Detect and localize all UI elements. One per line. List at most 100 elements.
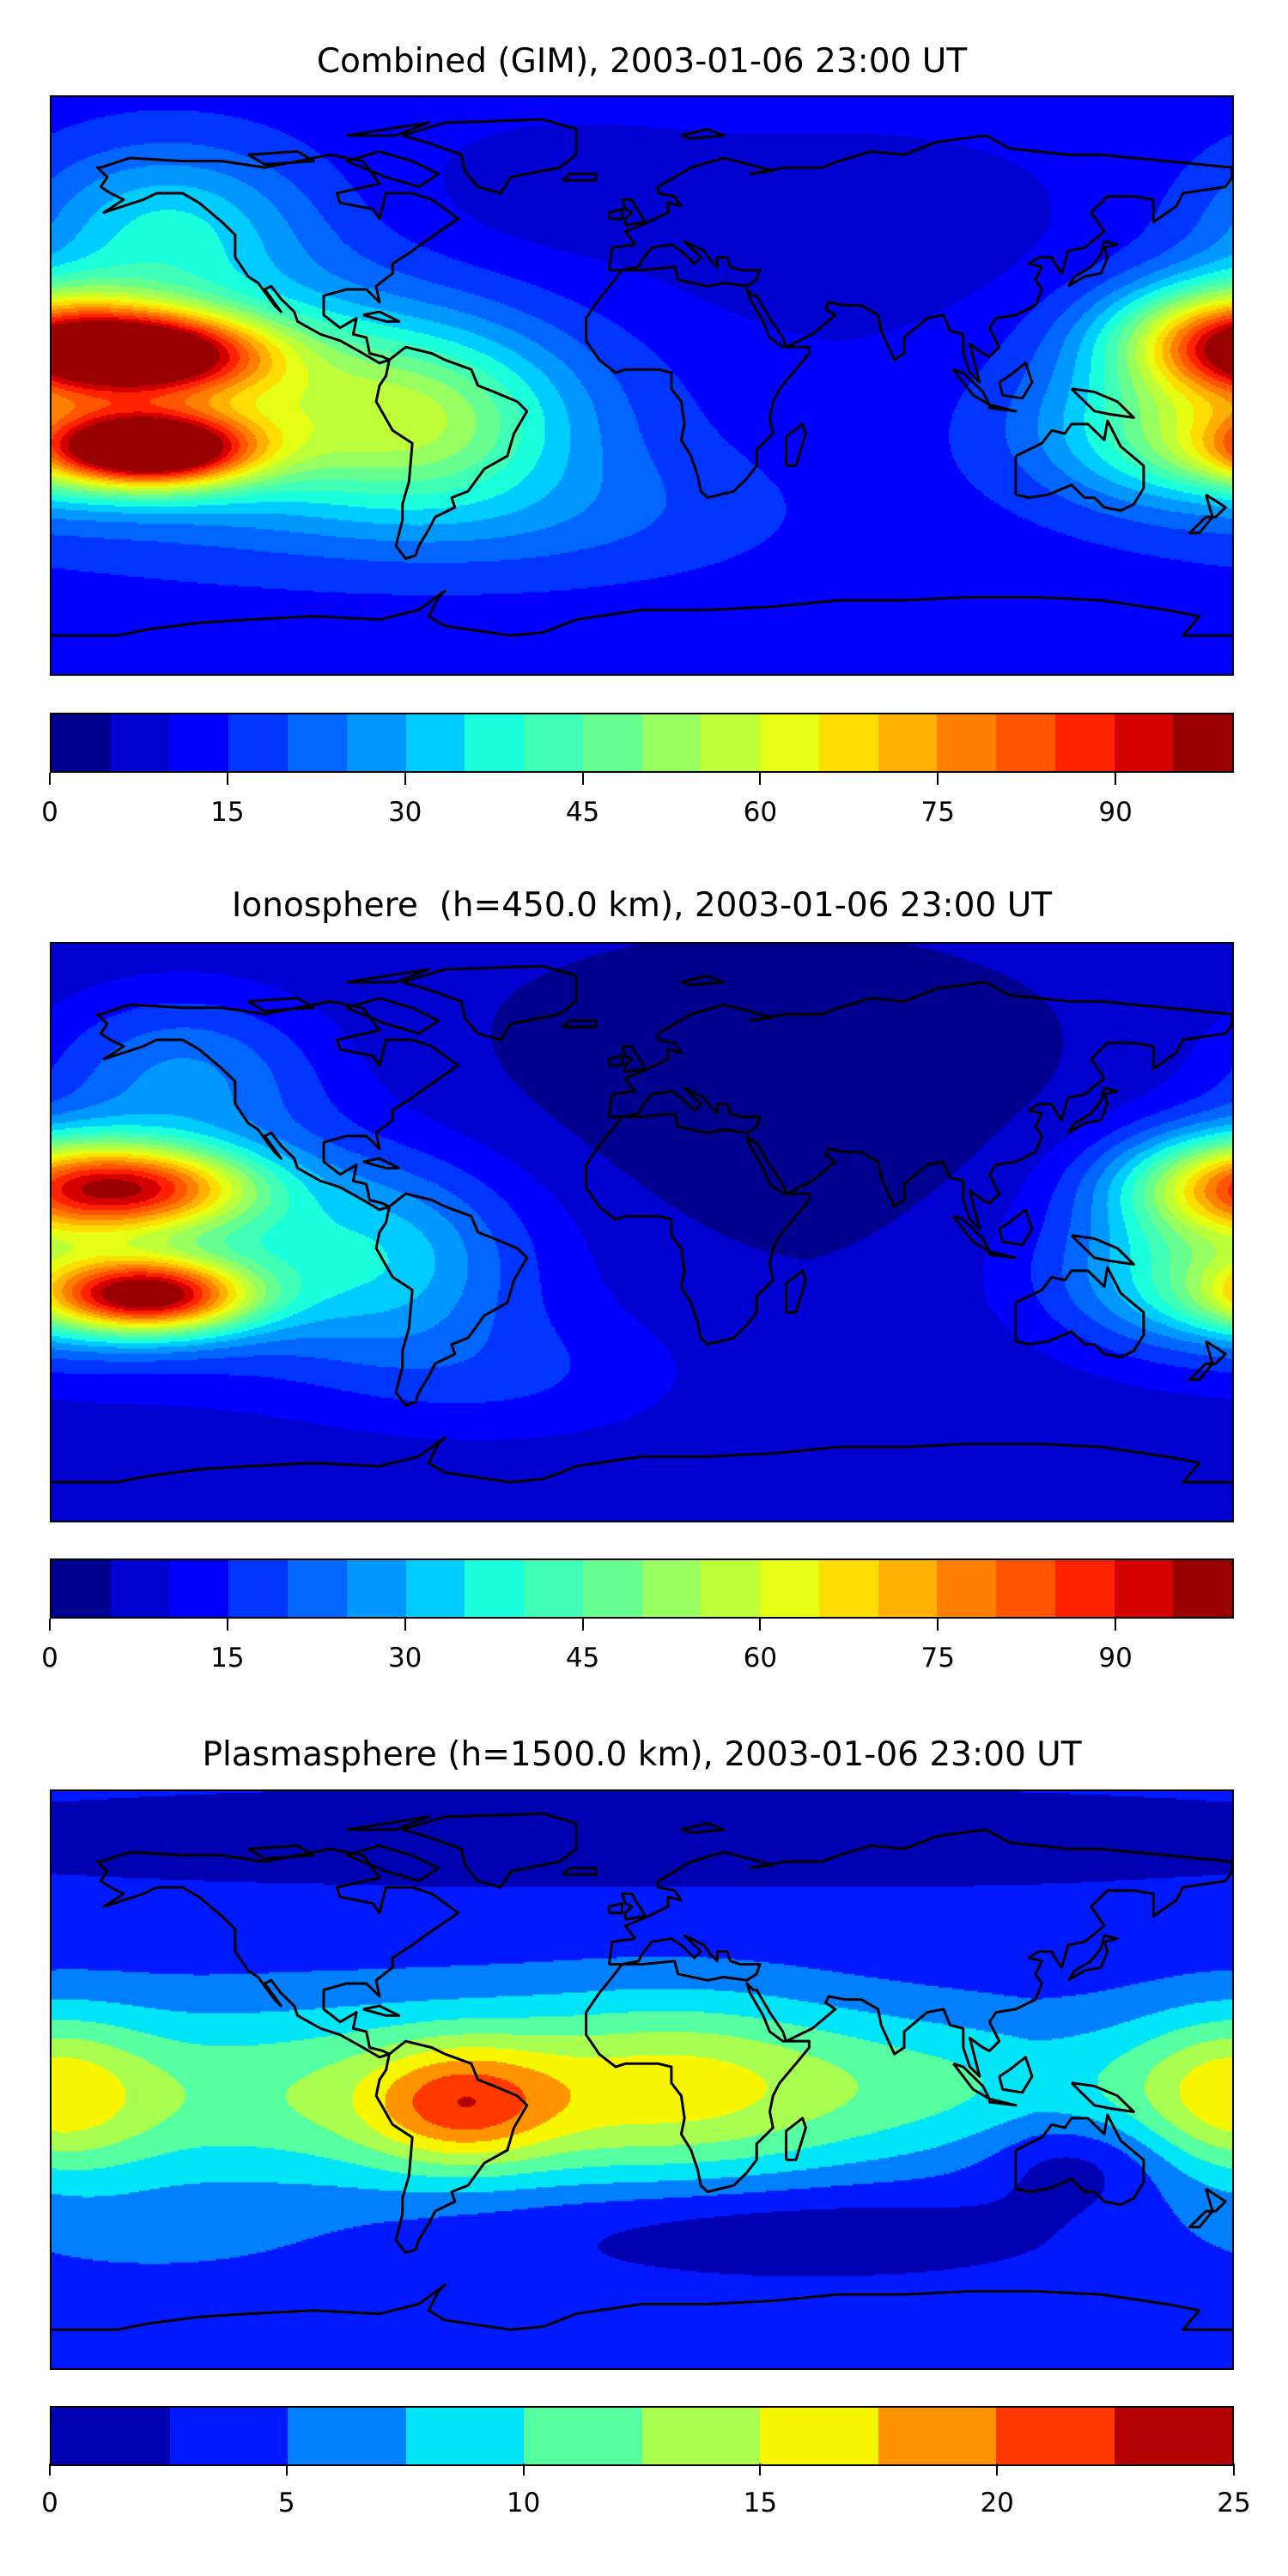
colorbar-tick-label: 15 bbox=[210, 797, 245, 828]
coastline bbox=[987, 1249, 1018, 1260]
coastline bbox=[562, 1867, 598, 1876]
colorbar-tick-label: 30 bbox=[387, 797, 422, 828]
colorbar-segment bbox=[405, 1560, 465, 1617]
colorbar-tick bbox=[759, 1619, 762, 1631]
coastline bbox=[987, 2097, 1018, 2107]
coastline bbox=[585, 134, 1232, 500]
colorbar-tick-label: 45 bbox=[565, 1643, 600, 1674]
coastline bbox=[785, 422, 807, 467]
tec-contour-field bbox=[52, 944, 1232, 1521]
colorbar-tick bbox=[1233, 2464, 1235, 2476]
colorbar-tick bbox=[581, 773, 584, 785]
colorbar-segment bbox=[1114, 714, 1174, 771]
coastline bbox=[247, 149, 316, 166]
colorbar-segment bbox=[1114, 2408, 1232, 2464]
coastline bbox=[607, 1054, 624, 1067]
colorbar-segment bbox=[760, 1560, 819, 1617]
coastline bbox=[680, 974, 726, 987]
colorbar-tick bbox=[49, 1619, 51, 1631]
colorbar-tick bbox=[759, 773, 762, 785]
colorbar-tick-label: 45 bbox=[565, 797, 600, 828]
coastline bbox=[346, 121, 430, 137]
panel-title-plasmasphere: Plasmasphere (h=1500.0 km), 2003-01-06 2… bbox=[202, 1735, 1082, 1774]
colorbar-segment bbox=[1173, 1560, 1232, 1617]
colorbar-ticks-ionosphere: 0 15 30 45 60 75 90 bbox=[41, 1619, 1234, 1687]
colorbar-segment bbox=[110, 714, 170, 771]
colorbar-tick-label: 0 bbox=[41, 2488, 58, 2518]
colorbar-segment bbox=[465, 714, 524, 771]
coastline bbox=[1070, 1234, 1135, 1266]
colorbar-segment bbox=[346, 714, 406, 771]
coastline bbox=[374, 1192, 529, 1407]
colorbar-combined bbox=[50, 713, 1234, 773]
coastline bbox=[1188, 2187, 1227, 2229]
coastline bbox=[345, 1844, 440, 1883]
coastline bbox=[95, 999, 460, 1212]
coastline bbox=[1066, 1934, 1119, 1982]
coastline bbox=[621, 1044, 647, 1073]
coastline bbox=[785, 2117, 807, 2161]
coastline bbox=[952, 2062, 991, 2100]
colorbar-tick-label: 5 bbox=[277, 2488, 295, 2518]
colorbar-segment bbox=[110, 1560, 170, 1617]
colorbar-segment bbox=[346, 1560, 406, 1617]
colorbar-segment bbox=[996, 2408, 1115, 2464]
coastline bbox=[1014, 1266, 1145, 1359]
coastline bbox=[1188, 1340, 1227, 1382]
tec-contour-field bbox=[52, 1791, 1232, 2368]
coastline bbox=[402, 118, 578, 195]
coastline bbox=[52, 589, 1232, 637]
colorbar-segment bbox=[169, 1560, 229, 1617]
colorbar-tick bbox=[1115, 1619, 1117, 1631]
colorbar-segment bbox=[228, 1560, 288, 1617]
colorbar-tick bbox=[1115, 773, 1117, 785]
colorbar-tick-label: 20 bbox=[980, 2488, 1014, 2518]
coastline bbox=[998, 361, 1034, 400]
coastline bbox=[1070, 2081, 1135, 2113]
coastline bbox=[374, 2039, 529, 2255]
colorbar-segment bbox=[937, 714, 996, 771]
colorbar-segment bbox=[701, 714, 760, 771]
colorbar-tick bbox=[996, 2464, 999, 2476]
colorbar-segment bbox=[1114, 1560, 1174, 1617]
colorbar-segment bbox=[878, 2408, 996, 2464]
colorbar-tick-label: 0 bbox=[41, 1643, 58, 1674]
colorbar-tick-label: 0 bbox=[41, 797, 58, 828]
colorbar-segment bbox=[878, 1560, 938, 1617]
coastline bbox=[362, 1157, 401, 1170]
colorbar-segment bbox=[169, 2408, 288, 2464]
colorbar-tick bbox=[49, 2464, 51, 2476]
coastline bbox=[345, 149, 440, 189]
colorbar-segment bbox=[818, 1560, 878, 1617]
colorbar-tick-label: 60 bbox=[743, 1643, 778, 1674]
colorbar-segment bbox=[465, 1560, 524, 1617]
coastline bbox=[374, 345, 529, 561]
colorbar-segment bbox=[288, 2408, 406, 2464]
colorbar-tick bbox=[522, 2464, 525, 2476]
colorbar-segment bbox=[524, 714, 583, 771]
coastline bbox=[1070, 387, 1135, 419]
colorbar-segment bbox=[641, 2408, 760, 2464]
coastline bbox=[1066, 240, 1119, 288]
colorbar-segment bbox=[169, 714, 229, 771]
coastline bbox=[562, 173, 598, 182]
colorbar-tick-label: 90 bbox=[1098, 1643, 1133, 1674]
coastline bbox=[52, 1436, 1232, 1484]
coastline bbox=[621, 197, 647, 227]
colorbar-tick bbox=[226, 1619, 228, 1631]
coastline bbox=[345, 996, 440, 1036]
panel-title-combined: Combined (GIM), 2003-01-06 23:00 UT bbox=[316, 42, 968, 81]
colorbar-segment bbox=[937, 1560, 996, 1617]
colorbar-segment bbox=[582, 1560, 642, 1617]
colorbar-segment bbox=[818, 714, 878, 771]
coastlines bbox=[52, 118, 1232, 637]
colorbar-tick bbox=[937, 773, 939, 785]
coastlines bbox=[52, 964, 1232, 1484]
colorbar-segment bbox=[1054, 714, 1115, 771]
colorbar-ticks-plasmasphere: 0 5 10 15 20 25 bbox=[41, 2464, 1251, 2532]
colorbar-plasmasphere bbox=[50, 2406, 1234, 2466]
coastline bbox=[247, 996, 316, 1012]
panel-title-ionosphere: Ionosphere (h=450.0 km), 2003-01-06 23:0… bbox=[231, 886, 1053, 925]
colorbar-segment bbox=[641, 1560, 702, 1617]
colorbar-tick-label: 15 bbox=[210, 1643, 245, 1674]
